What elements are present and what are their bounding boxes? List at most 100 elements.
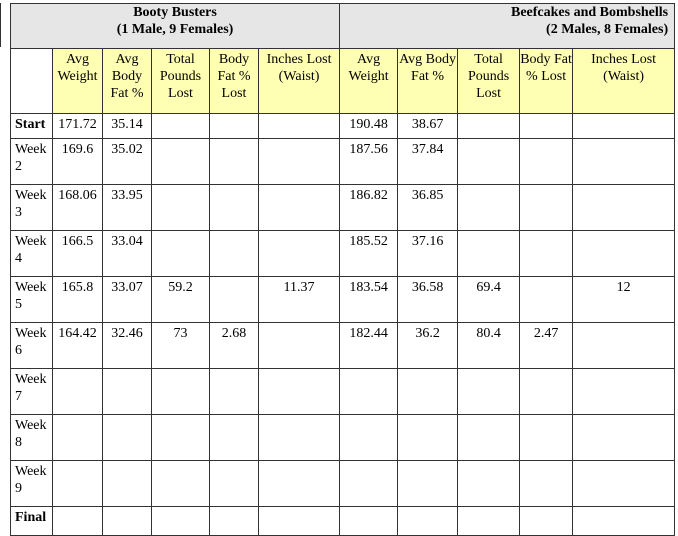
table-cell: [209, 276, 259, 323]
table-cell: 12: [572, 276, 676, 323]
row-label: Week 3: [10, 184, 53, 231]
table-cell: 80.4: [457, 322, 521, 369]
table-cell: 169.6: [52, 138, 103, 185]
table-cell: 33.04: [102, 230, 152, 277]
table-cell: [572, 460, 676, 507]
row-label: Week 4: [10, 230, 53, 277]
table-cell: [257, 322, 341, 369]
table-cell: [209, 184, 259, 231]
table-row: Final: [10, 506, 676, 536]
table-row: Week 6 164.42 32.46 73 2.68 182.44 36.2 80.4 2.4…: [10, 322, 676, 369]
table-cell: [572, 506, 676, 536]
table-cell: [151, 230, 210, 277]
table-cell: 182.44: [339, 322, 399, 369]
table-cell: [209, 460, 259, 507]
table-cell: [151, 113, 210, 139]
table-cell: [257, 113, 341, 139]
table-cell: 168.06: [52, 184, 103, 231]
table-row: Week 3 168.06 33.95 186.82 36.85: [10, 184, 676, 231]
column-header-row: Avg Weight Avg Body Fat % Total Pounds Los…: [10, 48, 676, 114]
table-cell: 190.48: [339, 113, 399, 139]
table-cell: 33.07: [102, 276, 152, 323]
table-cell: 2.47: [519, 322, 574, 369]
table-cell: [457, 460, 521, 507]
team-1-column-header: Avg Body Fat %: [102, 48, 152, 114]
table-cell: 183.54: [339, 276, 399, 323]
table-cell: [397, 506, 459, 536]
table-cell: [457, 506, 521, 536]
table-cell: [457, 230, 521, 277]
table-cell: [339, 414, 399, 461]
table-cell: 73: [151, 322, 210, 369]
table-cell: [151, 368, 210, 415]
table-cell: [572, 113, 676, 139]
table-row: Start 171.72 35.14 190.48 38.67: [10, 113, 676, 139]
table-cell: [519, 506, 574, 536]
table-cell: [457, 368, 521, 415]
table-cell: [519, 138, 574, 185]
table-cell: [519, 368, 574, 415]
team-2-header: Beefcakes and Bombshells (2 Males, 8 Fem…: [339, 3, 676, 49]
table-cell: [519, 113, 574, 139]
table-cell: [102, 506, 152, 536]
table-cell: [519, 230, 574, 277]
table-cell: 166.5: [52, 230, 103, 277]
table-cell: 185.52: [339, 230, 399, 277]
table-cell: 11.37: [257, 276, 341, 323]
table-cell: 36.2: [397, 322, 459, 369]
table-cell: 187.56: [339, 138, 399, 185]
table-cell: [209, 414, 259, 461]
table-cell: [457, 113, 521, 139]
table-cell: [209, 506, 259, 536]
table-cell: [102, 414, 152, 461]
table-cell: 37.16: [397, 230, 459, 277]
table-cell: 69.4: [457, 276, 521, 323]
row-label: Start: [10, 113, 53, 139]
table-cell: [257, 460, 341, 507]
table-cell: [209, 113, 259, 139]
team-1-column-header: Total Pounds Lost: [151, 48, 210, 114]
corner-cell: [10, 48, 53, 114]
results-sheet: Booty Busters (1 Male, 9 Females) Beefca…: [0, 3, 676, 536]
table-cell: [257, 506, 341, 536]
row-label: Week 7: [10, 368, 53, 415]
table-cell: [572, 230, 676, 277]
table-cell: [102, 460, 152, 507]
table-row: Week 4 166.5 33.04 185.52 37.16: [10, 230, 676, 277]
row-label: Final: [10, 506, 53, 536]
table-cell: [519, 460, 574, 507]
table-cell: 33.95: [102, 184, 152, 231]
table-cell: 171.72: [52, 113, 103, 139]
table-cell: 59.2: [151, 276, 210, 323]
table-cell: [257, 138, 341, 185]
table-cell: 164.42: [52, 322, 103, 369]
table-row: Week 8: [10, 414, 676, 461]
table-cell: [209, 138, 259, 185]
table-cell: 186.82: [339, 184, 399, 231]
table-cell: [102, 368, 152, 415]
team-header-row: Booty Busters (1 Male, 9 Females) Beefca…: [9, 3, 676, 49]
table-cell: 2.68: [209, 322, 259, 369]
row-label: Week 8: [10, 414, 53, 461]
table-cell: [519, 414, 574, 461]
team-1-header: Booty Busters (1 Male, 9 Females): [9, 3, 341, 49]
table-cell: [339, 368, 399, 415]
table-cell: [52, 506, 103, 536]
table-cell: [572, 414, 676, 461]
team-1-column-header: Body Fat % Lost: [209, 48, 259, 114]
table-cell: [52, 368, 103, 415]
table-row: Week 9: [10, 460, 676, 507]
table-row: Week 7: [10, 368, 676, 415]
table-cell: [519, 276, 574, 323]
table-cell: [397, 414, 459, 461]
table-cell: [151, 138, 210, 185]
table-cell: [209, 368, 259, 415]
team-1-subtitle: (1 Male, 9 Females): [116, 22, 234, 37]
table-cell: [257, 414, 341, 461]
table-cell: [397, 460, 459, 507]
table-cell: [457, 414, 521, 461]
table-cell: [572, 184, 676, 231]
table-cell: [151, 506, 210, 536]
table-cell: [572, 368, 676, 415]
table-cell: [151, 184, 210, 231]
